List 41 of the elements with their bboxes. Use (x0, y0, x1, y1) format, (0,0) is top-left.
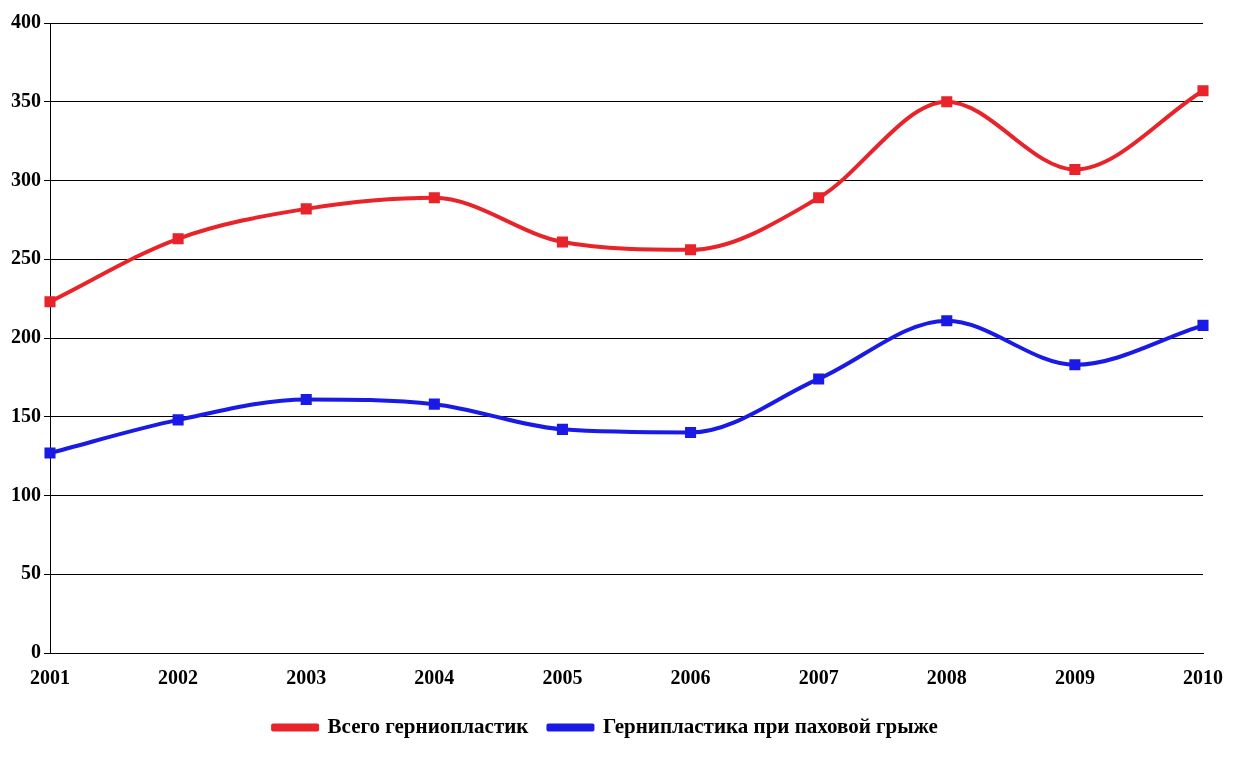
y-tick-label: 100 (11, 482, 41, 505)
point (1069, 359, 1081, 371)
x-tick-label: 2003 (286, 666, 327, 689)
point (172, 414, 184, 426)
x-tick-label: 2005 (542, 666, 583, 689)
point (556, 236, 568, 248)
point (1069, 163, 1081, 176)
y-tick-label: 250 (11, 246, 41, 269)
point (300, 203, 312, 215)
legend-label: Всего герниопластик (327, 713, 530, 738)
y-tick-label: 50 (21, 561, 41, 584)
point (685, 244, 697, 256)
point (941, 96, 953, 108)
x-tick-label: 2007 (798, 666, 839, 689)
x-tick-label: 2006 (670, 666, 711, 689)
y-tick-label: 300 (11, 167, 41, 190)
point (556, 423, 568, 435)
y-tick-label: 400 (11, 10, 41, 33)
point (1197, 319, 1209, 331)
point (44, 447, 56, 459)
point (172, 233, 184, 245)
x-tick-label: 2008 (926, 666, 967, 689)
x-tick-label: 2004 (414, 666, 455, 689)
x-tick-label: 2002 (158, 666, 199, 689)
point (813, 373, 825, 385)
point (428, 398, 440, 410)
point (428, 192, 440, 204)
point (44, 296, 56, 308)
y-tick-label: 200 (11, 325, 41, 348)
point (300, 393, 312, 405)
point (1197, 85, 1209, 97)
x-tick-label: 2009 (1054, 666, 1095, 689)
x-tick-label: 2010 (1183, 666, 1223, 689)
y-tick-label: 350 (11, 88, 41, 111)
point (685, 426, 697, 439)
y-tick-label: 0 (31, 640, 41, 663)
legend-label: Гернипластика при паховой грыже (602, 713, 938, 738)
point (941, 315, 953, 327)
y-tick-label: 150 (11, 403, 41, 426)
point (813, 192, 825, 204)
x-tick-label: 2001 (30, 666, 70, 689)
